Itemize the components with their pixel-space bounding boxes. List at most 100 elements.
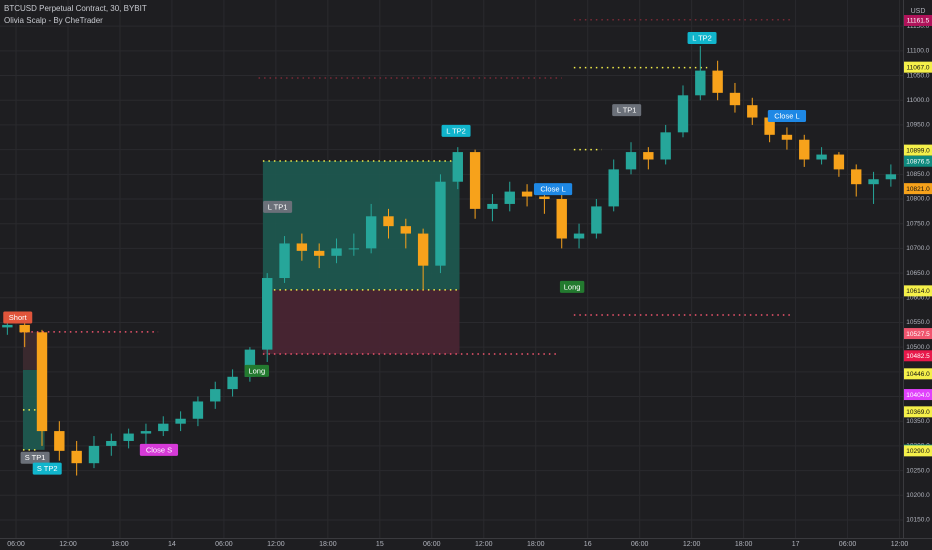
- x-tick-label: 12:00: [891, 541, 909, 548]
- y-tick-label: 10150.0: [906, 517, 930, 524]
- signal-label-box: [612, 104, 642, 117]
- x-tick-label: 18:00: [527, 541, 545, 548]
- y-tick-label: 10250.0: [906, 467, 930, 474]
- candle-body: [365, 216, 377, 249]
- x-tick-label: 06:00: [839, 541, 857, 548]
- candle-body: [244, 349, 256, 377]
- x-tick-label: 06:00: [423, 541, 441, 548]
- y-tick-label: 10200.0: [906, 492, 930, 499]
- price-badge: [904, 14, 932, 26]
- x-tick-label: 06:00: [631, 541, 649, 548]
- price-badge: [904, 285, 932, 297]
- signal-label-box: [139, 443, 179, 456]
- price-badge: [904, 350, 932, 362]
- price-badge-label: 10876.5: [906, 158, 930, 165]
- price-badge: [904, 61, 932, 73]
- x-tick-label: 12:00: [267, 541, 285, 548]
- y-tick-label: 10850.0: [906, 171, 930, 178]
- signal-label-box: [441, 124, 471, 137]
- signal-label: S TP1: [25, 453, 46, 462]
- candle-body: [452, 152, 463, 182]
- signal-label: Long: [248, 366, 265, 375]
- candle-body: [660, 132, 671, 160]
- zone-box: [262, 289, 460, 355]
- x-tick-label: 14: [168, 541, 176, 548]
- signal-label: L TP2: [446, 126, 466, 135]
- signal-label: L TP1: [268, 202, 288, 211]
- y-tick-label: 10350.0: [906, 418, 930, 425]
- y-tick-label: 10700.0: [906, 245, 930, 252]
- candle-body: [175, 418, 186, 424]
- candle-body: [54, 431, 65, 451]
- signal-label-box: [244, 364, 270, 377]
- candle-body: [695, 70, 706, 96]
- candle-body: [747, 105, 758, 118]
- signal-label-box: [32, 462, 62, 475]
- candle-body: [158, 423, 169, 432]
- price-badge: [904, 445, 932, 457]
- signal-label-box: [687, 32, 717, 45]
- candle-body: [435, 181, 446, 266]
- candles: [2, 45, 897, 476]
- candle-body: [851, 169, 862, 185]
- candle-body: [643, 152, 654, 160]
- candle-body: [868, 179, 879, 185]
- y-tick-label: 11000.0: [906, 97, 929, 104]
- candle-body: [816, 154, 827, 160]
- price-badge: [904, 144, 932, 156]
- y-tick-label: 10950.0: [906, 122, 930, 129]
- candle-body: [71, 450, 82, 464]
- signal-label: Short: [9, 313, 28, 322]
- candle-body: [331, 248, 342, 256]
- x-tick-label: 06:00: [215, 541, 233, 548]
- candle-body: [123, 433, 134, 441]
- y-tick-label: 10800.0: [906, 196, 930, 203]
- signal-label-box: [20, 451, 50, 464]
- signal-label-box: [3, 311, 33, 324]
- price-badge-label: 10482.5: [906, 353, 930, 360]
- candle-body: [539, 196, 550, 200]
- candle-body: [19, 324, 30, 333]
- price-badge-label: 11161.5: [907, 18, 930, 25]
- x-tick-label: 18:00: [735, 541, 753, 548]
- candle-body: [469, 152, 481, 209]
- price-badge-label: 10527.5: [906, 331, 930, 338]
- candle-body: [227, 376, 238, 390]
- candle-body: [192, 401, 204, 419]
- candle-body: [712, 70, 723, 93]
- signal-label-box: [559, 280, 585, 293]
- price-badge: [904, 328, 932, 340]
- candle-body: [608, 169, 619, 207]
- candle-body: [348, 248, 360, 250]
- y-tick-label: 10500.0: [906, 344, 930, 351]
- candle-body: [262, 278, 273, 350]
- candle-body: [313, 250, 325, 256]
- candle-body: [88, 445, 100, 464]
- signal-label: L TP1: [617, 106, 637, 115]
- candle-body: [504, 191, 515, 204]
- price-badge-label: 10369.0: [906, 409, 930, 416]
- signal-label: Long: [564, 282, 581, 291]
- zone-box: [262, 160, 460, 290]
- candle-body: [729, 92, 741, 106]
- x-tick-label: 18:00: [319, 541, 337, 548]
- chart-title: BTCUSD Perpetual Contract, 30, BYBIT: [4, 4, 147, 13]
- axes: 10150.010200.010250.010300.010350.010400…: [7, 14, 932, 548]
- price-badge: [904, 368, 932, 380]
- y-tick-label: 10600.0: [906, 294, 930, 301]
- price-badge: [904, 406, 932, 418]
- candle-body: [885, 174, 897, 180]
- y-tick-label: 10550.0: [906, 319, 930, 326]
- price-badge: [904, 183, 932, 195]
- x-tick-label: 17: [792, 541, 800, 548]
- price-badge: [904, 389, 932, 401]
- signal-label: Close S: [146, 445, 172, 454]
- candle-body: [625, 152, 637, 170]
- candle-body: [556, 199, 567, 239]
- candle-body: [799, 139, 810, 160]
- candle-body: [487, 203, 498, 209]
- candle-body: [210, 389, 221, 402]
